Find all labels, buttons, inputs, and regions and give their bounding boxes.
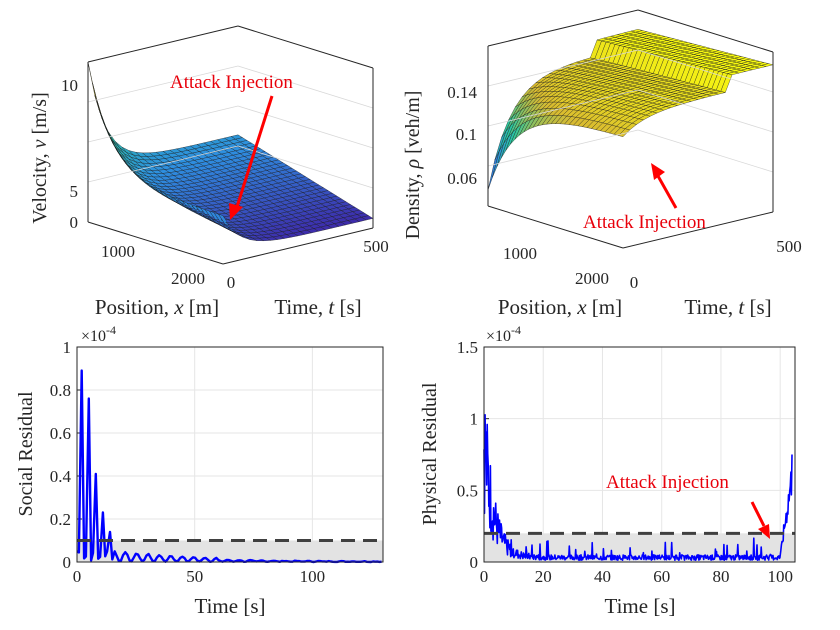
velocity-x-tick-2000: 2000	[171, 269, 205, 288]
density-axes-box	[487, 9, 774, 249]
physical-x-tick-40: 40	[594, 567, 611, 586]
social-y-tick-1: 1	[63, 338, 72, 357]
velocity-box-grid-side-1	[237, 145, 374, 189]
density-box-edge-floor-t	[622, 211, 774, 249]
physical-y-label: Physical Residual	[419, 382, 441, 525]
density-box-grid-back-2	[487, 89, 639, 127]
social-y-tick-0.6: 0.6	[50, 424, 71, 443]
physical-panel: 0 20 40 60 80 100 0 0.5 1 1.5 ×10-4 Physical Resi…	[419, 323, 796, 618]
velocity-z-tick-10: 10	[61, 76, 78, 95]
velocity-box-grid-back-1	[87, 145, 239, 183]
velocity-attack-annotation: Attack Injection	[170, 72, 293, 93]
velocity-surface	[87, 61, 374, 241]
density-t-tick-0: 0	[630, 273, 639, 292]
density-x-tick-1000: 1000	[503, 244, 537, 263]
physical-x-tick-0: 0	[480, 567, 489, 586]
social-y-label: Social Residual	[15, 391, 37, 516]
velocity-box-grid-back-3	[87, 65, 239, 103]
physical-y-tick-0: 0	[470, 553, 479, 572]
social-x-tick-50: 50	[186, 567, 203, 586]
velocity-box-edge-top-back	[87, 25, 239, 63]
density-box-edge-top-right	[637, 9, 774, 53]
physical-frame	[483, 346, 796, 563]
physical-series-line	[483, 413, 793, 562]
density-z-tick-01: 0.1	[456, 125, 477, 144]
density-z-tick-014: 0.14	[447, 83, 477, 102]
physical-x-label: Time [s]	[605, 594, 676, 618]
density-attack-arrow-shaft	[656, 175, 678, 209]
social-y-tick-0.4: 0.4	[50, 467, 72, 486]
density-t-label: Time, t [s]	[684, 295, 771, 319]
density-attack-arrow-head	[651, 163, 665, 180]
density-t-tick-500: 500	[776, 237, 802, 256]
velocity-box-edge-floor-t	[222, 227, 374, 265]
velocity-t-tick-500: 500	[363, 237, 389, 256]
social-y-tick-0.8: 0.8	[50, 381, 71, 400]
velocity-box-grid-side-3	[237, 65, 374, 109]
physical-x-tick-20: 20	[535, 567, 552, 586]
social-background	[77, 347, 383, 562]
velocity-panel: 10 5 0 1000 2000 0 500 Velocity, v [m/s]…	[29, 25, 389, 319]
physical-attack-arrow-shaft	[750, 501, 766, 527]
density-box-edge-floor-x	[487, 205, 624, 249]
social-x-tick-100: 100	[300, 567, 326, 586]
social-plot-area: 0 50 100 0 0.2 0.4 0.6 0.8 1	[50, 338, 384, 586]
density-box-grid-back-1	[487, 129, 639, 167]
velocity-x-tick-1000: 1000	[101, 242, 135, 261]
velocity-box-edge-top-right	[237, 25, 374, 69]
density-x-tick-2000: 2000	[575, 269, 609, 288]
social-x-tick-0: 0	[73, 567, 82, 586]
physical-background	[484, 347, 795, 562]
velocity-attack-arrow-shaft	[234, 95, 274, 211]
social-frame	[76, 346, 384, 563]
physical-y-tick-1.5: 1.5	[457, 338, 478, 357]
social-y-tick-0.2: 0.2	[50, 510, 71, 529]
velocity-axes-box	[87, 25, 374, 265]
velocity-box-edge-floor-x	[87, 221, 224, 265]
velocity-box-grid-side-2	[237, 105, 374, 149]
physical-x-tick-80: 80	[712, 567, 729, 586]
density-surface	[487, 29, 774, 191]
density-box-grid-side-1	[637, 129, 774, 173]
density-box-grid-side-2	[637, 89, 774, 133]
physical-x-tick-60: 60	[653, 567, 670, 586]
velocity-z-tick-5: 5	[70, 182, 79, 201]
physical-x-tick-100: 100	[767, 567, 793, 586]
social-threshold-band	[77, 540, 383, 562]
social-exponent: ×10-4	[81, 323, 116, 345]
velocity-x-label: Position, x [m]	[95, 295, 219, 319]
social-x-label: Time [s]	[195, 594, 266, 618]
social-panel: 0 50 100 0 0.2 0.4 0.6 0.8 1 ×10-4 Social Residu…	[15, 323, 384, 618]
density-box-grid-back-3	[487, 49, 639, 87]
density-z-label: Density, ρ [veh/m]	[402, 91, 424, 240]
physical-y-tick-1: 1	[470, 410, 479, 429]
physical-y-tick-0.5: 0.5	[457, 481, 478, 500]
density-attack-annotation: Attack Injection	[583, 212, 706, 233]
density-box-grid-side-3	[637, 49, 774, 93]
velocity-attack-arrow-head	[229, 203, 243, 220]
physical-plot-area: 0 20 40 60 80 100 0 0.5 1 1.5	[457, 338, 796, 586]
physical-exponent: ×10-4	[486, 323, 521, 345]
velocity-z-tick-0: 0	[70, 213, 79, 232]
social-y-tick-0: 0	[63, 553, 72, 572]
velocity-z-label: Velocity, v [m/s]	[29, 92, 51, 223]
density-x-label: Position, x [m]	[498, 295, 622, 319]
physical-attack-annotation: Attack Injection	[606, 472, 729, 493]
velocity-t-label: Time, t [s]	[274, 295, 361, 319]
density-panel: 0.14 0.1 0.06 1000 2000 0 500 Density, ρ…	[402, 9, 802, 319]
density-z-tick-006: 0.06	[447, 169, 477, 188]
density-box-edge-top-back	[487, 9, 639, 47]
velocity-box-grid-back-2	[87, 105, 239, 143]
physical-attack-arrow-head	[758, 524, 770, 539]
velocity-t-tick-0: 0	[227, 273, 236, 292]
